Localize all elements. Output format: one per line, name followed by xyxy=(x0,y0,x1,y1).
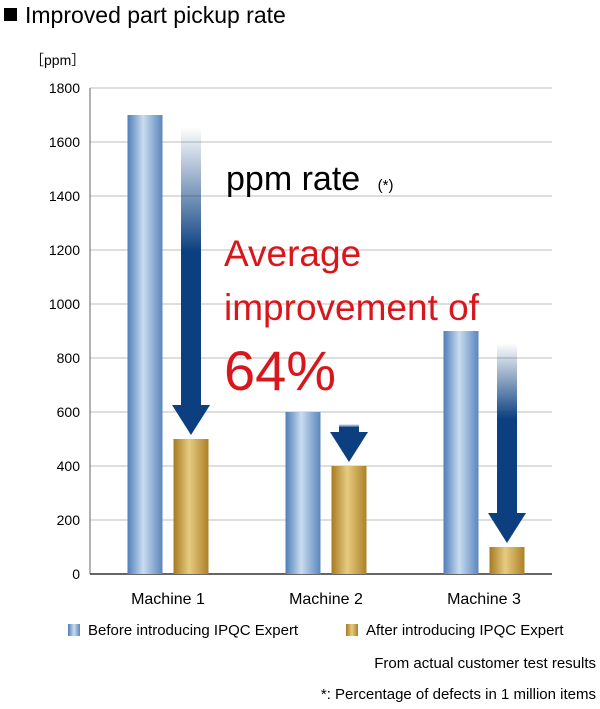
chart-title-text: Improved part pickup rate xyxy=(25,2,286,28)
reduction-arrow-shaft-machine-3 xyxy=(497,419,517,514)
ppm-rate-label: ppm rate (*) xyxy=(226,160,393,198)
y-tick-label: 1400 xyxy=(49,188,80,204)
reduction-arrow-fade-machine-1 xyxy=(181,127,201,253)
legend-label-after: After introducing IPQC Expert xyxy=(366,622,564,639)
legend-swatch-before xyxy=(68,624,80,636)
y-tick-label: 1600 xyxy=(49,134,80,150)
y-tick-label: 400 xyxy=(57,458,81,474)
bar-before-machine-1 xyxy=(127,115,163,574)
improvement-line-1: Average xyxy=(224,233,361,274)
reduction-arrow-head-machine-3 xyxy=(488,513,526,543)
x-category-label: Machine 2 xyxy=(289,591,363,608)
legend-item-after: After introducing IPQC Expert xyxy=(346,622,564,639)
reduction-arrow-shaft-machine-2 xyxy=(339,427,359,433)
y-tick-label: 800 xyxy=(57,350,81,366)
reduction-arrow-shaft-machine-1 xyxy=(181,251,201,406)
legend-label-before: Before introducing IPQC Expert xyxy=(88,622,299,639)
y-axis-unit-label: ［ppm］ xyxy=(30,52,86,68)
bar-after-machine-3 xyxy=(489,547,525,574)
footnote: *: Percentage of defects in 1 million it… xyxy=(320,686,596,703)
legend-item-before: Before introducing IPQC Expert xyxy=(68,622,298,639)
y-tick-label: 1800 xyxy=(49,80,80,96)
source-note: From actual customer test results xyxy=(374,655,596,672)
y-tick-label: 1200 xyxy=(49,242,80,258)
improvement-line-2: improvement of xyxy=(224,287,480,328)
bar-after-machine-1 xyxy=(173,439,209,574)
title-square-icon xyxy=(4,8,17,21)
bar-before-machine-2 xyxy=(285,412,321,574)
bar-before-machine-3 xyxy=(443,331,479,574)
bar-after-machine-2 xyxy=(331,466,367,574)
legend-swatch-after xyxy=(346,624,358,636)
reduction-arrow-head-machine-2 xyxy=(330,432,368,462)
ppm-rate-text: ppm rate xyxy=(226,160,360,198)
improvement-value: 64% xyxy=(224,339,336,402)
reduction-arrow-fade-machine-3 xyxy=(497,343,517,420)
x-category-label: Machine 1 xyxy=(131,591,205,608)
bar-chart: 0 200 400 600 800 1000 1200 1400 1600 1800 Machin… xyxy=(49,80,552,608)
ppm-rate-note: (*) xyxy=(378,177,394,194)
y-tick-label: 0 xyxy=(72,566,80,582)
reduction-arrow-head-machine-1 xyxy=(172,405,210,435)
y-tick-label: 200 xyxy=(57,512,81,528)
chart-title: Improved part pickup rate xyxy=(4,2,286,29)
reduction-arrow-fade-machine-2 xyxy=(339,424,359,428)
x-category-label: Machine 3 xyxy=(447,591,521,608)
y-tick-label: 600 xyxy=(57,404,81,420)
y-tick-label: 1000 xyxy=(49,296,80,312)
